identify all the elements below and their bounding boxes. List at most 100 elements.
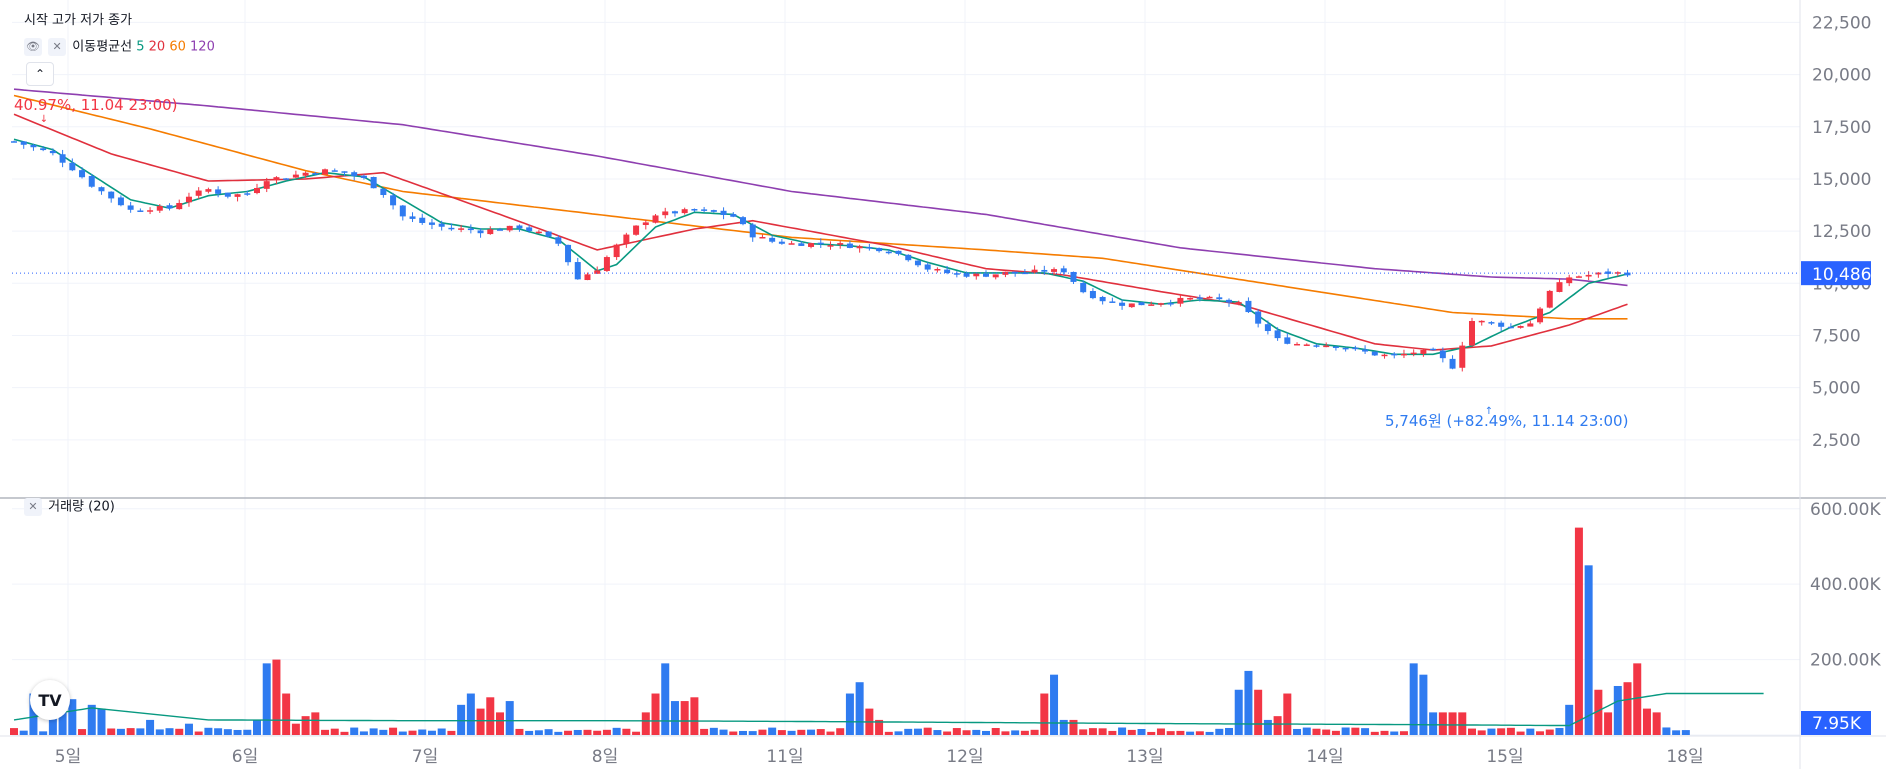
candle-body	[1410, 352, 1417, 355]
ma20-line	[13, 113, 1628, 351]
candle-body	[759, 236, 766, 239]
volume-bar	[1166, 731, 1175, 735]
candle	[846, 240, 853, 249]
volume-bar	[1584, 565, 1593, 735]
volume-bar	[1293, 728, 1302, 735]
candle	[1070, 271, 1077, 284]
price-tick-label: 17,500	[1812, 118, 1871, 138]
candle-body	[263, 181, 270, 189]
candle	[516, 224, 523, 232]
candle	[1595, 272, 1602, 278]
volume-bar	[1127, 729, 1136, 735]
volume-bar	[350, 727, 359, 735]
volume-bar	[1516, 731, 1525, 735]
candle-body	[448, 227, 455, 230]
candle	[1148, 301, 1155, 306]
volume-bar	[515, 728, 524, 735]
candle	[506, 225, 513, 233]
candle-body	[652, 215, 659, 223]
candle-body	[1070, 271, 1077, 282]
eye-icon[interactable]: 👁	[24, 38, 42, 56]
candle-body	[1624, 272, 1631, 276]
volume-legend: ✕ 거래량 (20)	[24, 498, 115, 517]
close-icon[interactable]: ✕	[24, 498, 42, 516]
volume-bar	[1555, 727, 1564, 735]
candle	[953, 271, 960, 278]
volume-bar	[398, 731, 407, 735]
volume-bar	[1506, 727, 1515, 735]
candle	[1206, 295, 1213, 299]
volume-bar	[573, 729, 582, 735]
candle-body	[1089, 291, 1096, 299]
candle	[360, 174, 367, 180]
volume-bar	[1468, 728, 1476, 735]
volume-bar	[19, 730, 28, 735]
candle	[701, 206, 708, 213]
low-annotation: 5,746원 (+82.49%, 11.14 23:00)	[1385, 412, 1628, 430]
volume-bar	[330, 728, 339, 735]
candle	[1517, 325, 1524, 329]
volume-bar	[136, 728, 145, 735]
volume-bar	[1574, 527, 1583, 735]
candle	[808, 242, 815, 249]
candle	[642, 219, 649, 230]
candle	[574, 257, 581, 280]
volume-bar	[1147, 731, 1156, 735]
candle	[1235, 300, 1242, 306]
time-tick-label: 7일	[412, 747, 438, 767]
volume-bar	[913, 728, 922, 735]
close-icon[interactable]: ✕	[48, 38, 67, 56]
volume-bar	[1302, 727, 1311, 735]
volume-bar	[797, 729, 806, 735]
volume-bar	[544, 729, 553, 735]
candle-body	[98, 187, 105, 192]
volume-bar	[1059, 719, 1068, 735]
candle	[1420, 349, 1427, 357]
candle	[662, 207, 669, 219]
volume-bar	[651, 693, 660, 735]
candle	[59, 149, 66, 168]
time-tick-label: 13일	[1126, 747, 1163, 767]
collapse-legend-button[interactable]: ⌃	[26, 62, 54, 86]
last-price-tag	[1801, 261, 1871, 286]
candle-body	[1157, 303, 1164, 305]
volume-bar	[1399, 731, 1408, 735]
candle	[759, 234, 766, 239]
volume-bar	[1001, 731, 1010, 735]
candle-body	[360, 175, 367, 178]
candle-body	[117, 197, 124, 206]
candle-body	[885, 251, 892, 254]
candle	[448, 223, 455, 231]
volume-bar	[476, 708, 485, 735]
candle-body	[603, 257, 610, 271]
volume-bar	[1370, 731, 1379, 735]
ma5-value: 5	[136, 39, 145, 55]
candle	[458, 224, 465, 233]
volume-bar	[146, 719, 155, 735]
candle-body	[244, 193, 251, 195]
candle-body	[642, 222, 649, 226]
volume-bar	[1195, 731, 1204, 735]
volume-bar	[437, 728, 446, 735]
candle	[749, 222, 756, 242]
candle	[283, 177, 290, 180]
candle-body	[40, 148, 47, 151]
candle	[691, 208, 698, 212]
candle-body	[769, 237, 776, 242]
candle-body	[973, 273, 980, 277]
candle-body	[1342, 347, 1349, 350]
candle	[166, 203, 173, 211]
volume-bar	[408, 730, 417, 735]
candle-body	[176, 202, 183, 210]
volume-bar	[739, 730, 747, 735]
logo-text: TV	[38, 690, 62, 710]
candle-body	[944, 269, 951, 274]
tradingview-logo[interactable]: TV	[30, 680, 70, 720]
candle	[633, 225, 640, 236]
volume-tick-label: 600.00K	[1810, 500, 1881, 520]
candle-body	[1430, 348, 1437, 351]
candle	[79, 167, 86, 179]
volume-bar	[836, 728, 845, 735]
candle-body	[497, 229, 503, 231]
